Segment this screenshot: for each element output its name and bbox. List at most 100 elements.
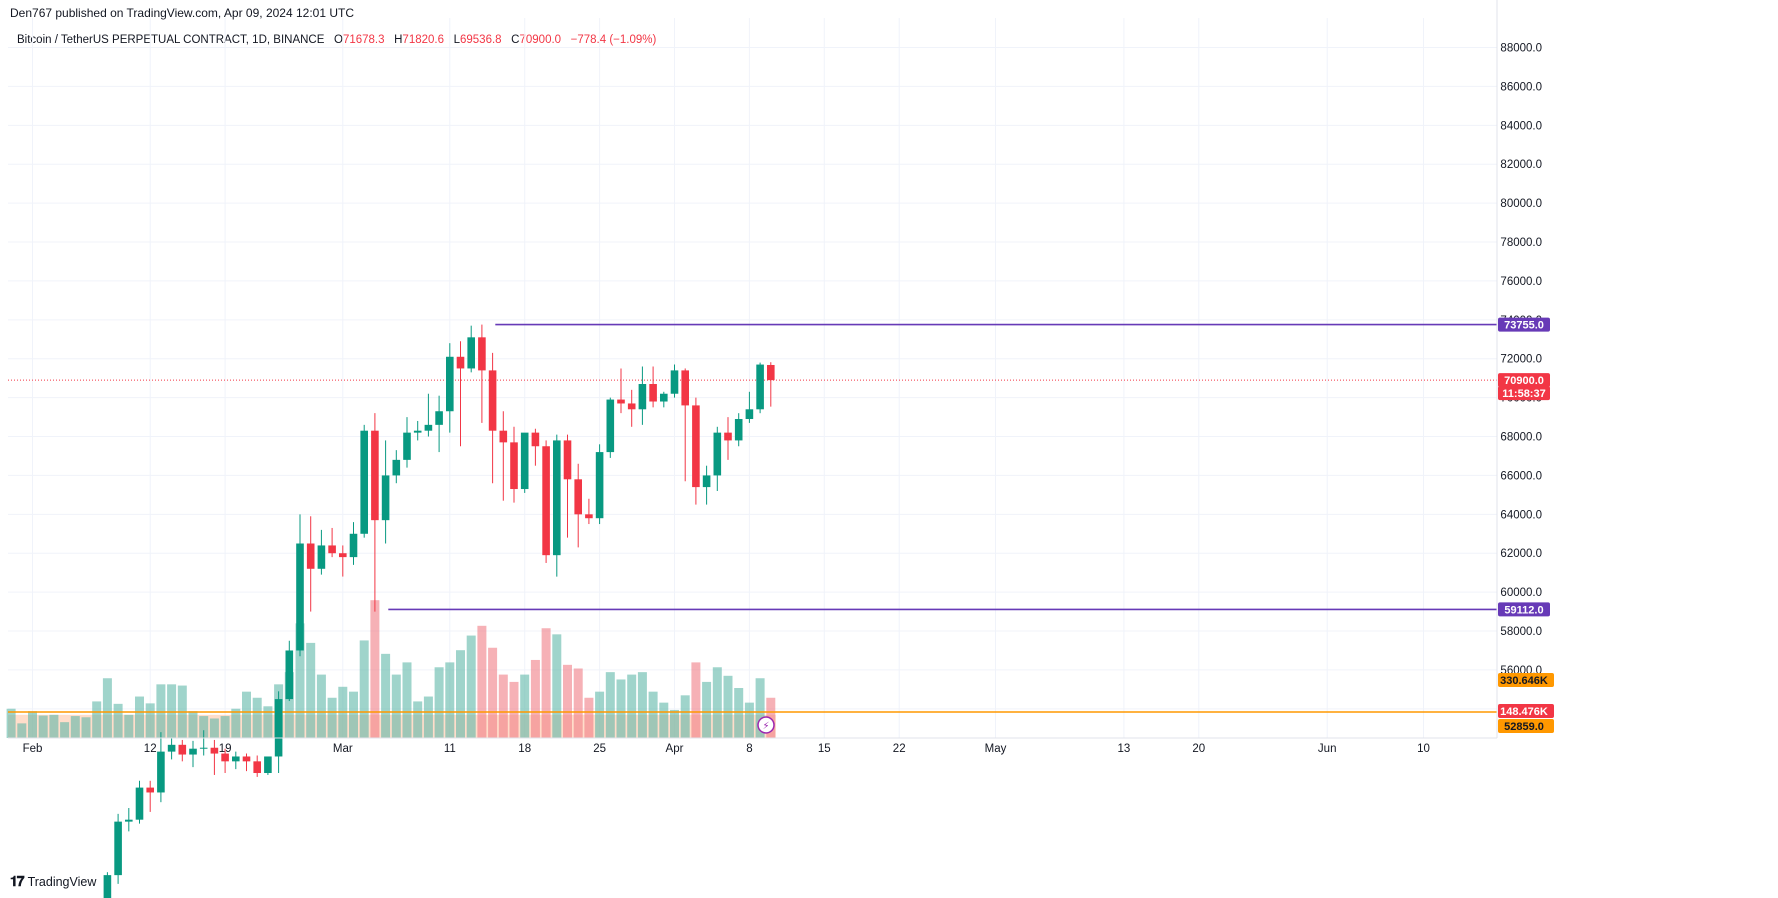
price-badge-box [1498, 373, 1550, 388]
volume-bar [135, 696, 144, 738]
low-label: L [453, 34, 460, 46]
candle-body [349, 533, 358, 558]
volume-bar [263, 706, 273, 738]
candle-body [403, 432, 411, 460]
candle-body [167, 744, 176, 752]
candle-body [756, 364, 764, 410]
volume-bar [6, 708, 16, 738]
candle-body [467, 337, 475, 369]
candle-body [649, 384, 657, 402]
price-badge: 70900.0 [1498, 373, 1550, 388]
volume-bar [316, 674, 326, 738]
x-tick-label: Apr [666, 743, 684, 755]
candle-body [553, 440, 561, 556]
chart-grid [8, 18, 1497, 738]
volume-bar [445, 662, 455, 738]
high-value: 71820.6 [402, 34, 444, 46]
volume-bar [391, 674, 401, 738]
candle-body [157, 751, 165, 793]
volume-bar [359, 640, 369, 738]
candle-body [520, 432, 529, 490]
vol-current-badge-box [1498, 704, 1554, 718]
x-tick-label: Jun [1318, 743, 1337, 755]
volume-bar [209, 718, 219, 738]
y-tick-label: 66000.0 [1500, 470, 1542, 482]
footer-logo-text[interactable]: TradingView [27, 874, 97, 889]
y-tick-label: 78000.0 [1500, 237, 1542, 249]
candle-body [692, 405, 700, 488]
high-label: H [394, 34, 403, 46]
volume-bar [637, 672, 647, 738]
candle-body [767, 364, 775, 381]
volume-bar [327, 697, 337, 738]
volume-bar [477, 625, 487, 738]
volume-bar [188, 711, 198, 738]
candle-body [114, 821, 122, 876]
open-label: O [333, 34, 343, 46]
candle-body [146, 787, 154, 793]
candle-body [371, 430, 379, 521]
publish-line: Den767 published on TradingView.com, Apr… [10, 6, 355, 20]
volume-bar [712, 667, 722, 738]
symbol-name[interactable]: Bitcoin / TetherUS PERPETUAL CONTRACT, 1… [17, 34, 325, 46]
vol-low-badge-box [1498, 719, 1554, 733]
resistance-badge-text: 73755.0 [1504, 320, 1544, 332]
price-badge-text: 70900.0 [1504, 375, 1544, 387]
candle-body [510, 442, 518, 490]
volume-bar [605, 672, 615, 738]
close-label: C [511, 34, 520, 46]
vol-current-badge-text: 148.476K [1500, 706, 1548, 718]
x-tick-label: 20 [1192, 743, 1205, 755]
volume-bar [552, 634, 562, 738]
y-tick-label: 60000.0 [1500, 587, 1542, 599]
volume-bar [81, 717, 91, 738]
x-tick-label: 11 [444, 743, 456, 755]
candle-body [563, 440, 572, 480]
candle-body [627, 403, 636, 410]
volume-bar [466, 635, 476, 738]
y-tick-label: 64000.0 [1500, 509, 1542, 521]
volume-bar [402, 662, 412, 738]
volume-bar [145, 703, 155, 738]
volume-bar [584, 697, 594, 738]
volume-bar [381, 653, 391, 738]
volume-bar [60, 722, 70, 738]
candle-body [178, 744, 187, 755]
candle-body [702, 475, 711, 488]
volume-bar [434, 667, 444, 738]
vol-low-badge-text: 52859.0 [1504, 721, 1544, 733]
volume-bar [627, 674, 637, 738]
candle-body [413, 430, 422, 433]
candle-body [242, 756, 251, 762]
vol-ma-badge-box [1498, 673, 1554, 687]
volume-bar [702, 681, 712, 738]
y-tick-label: 58000.0 [1500, 626, 1542, 638]
candle-body [606, 399, 615, 453]
volume-bar [49, 714, 59, 738]
candle-body [713, 432, 722, 476]
vol-ma-badge-text: 330.646K [1500, 675, 1548, 687]
symbol-legend: Bitcoin / TetherUS PERPETUAL CONTRACT, 1… [17, 34, 656, 46]
vol-current-badge: 148.476K [1498, 704, 1554, 718]
y-tick-label: 72000.0 [1500, 354, 1542, 366]
volume-bar [530, 659, 540, 738]
candle-body [499, 430, 508, 443]
volume-bar [242, 691, 251, 738]
volume-bar [284, 672, 294, 738]
candle-body [531, 432, 540, 447]
volume-bar [755, 678, 765, 738]
candle-body [435, 411, 443, 425]
low-value: 69536.8 [460, 34, 502, 46]
x-tick-label: 18 [518, 743, 531, 755]
volume-bar [670, 709, 679, 738]
candle-body [585, 514, 593, 519]
candle-body [542, 446, 550, 556]
change-value: −778.4 (−1.09%) [570, 34, 657, 46]
candle-body [660, 393, 668, 402]
candle-body [488, 370, 497, 431]
candle-body [424, 424, 433, 431]
x-tick-label: Feb [23, 743, 43, 755]
volume-bar [563, 664, 572, 738]
volume-bar [167, 684, 177, 738]
